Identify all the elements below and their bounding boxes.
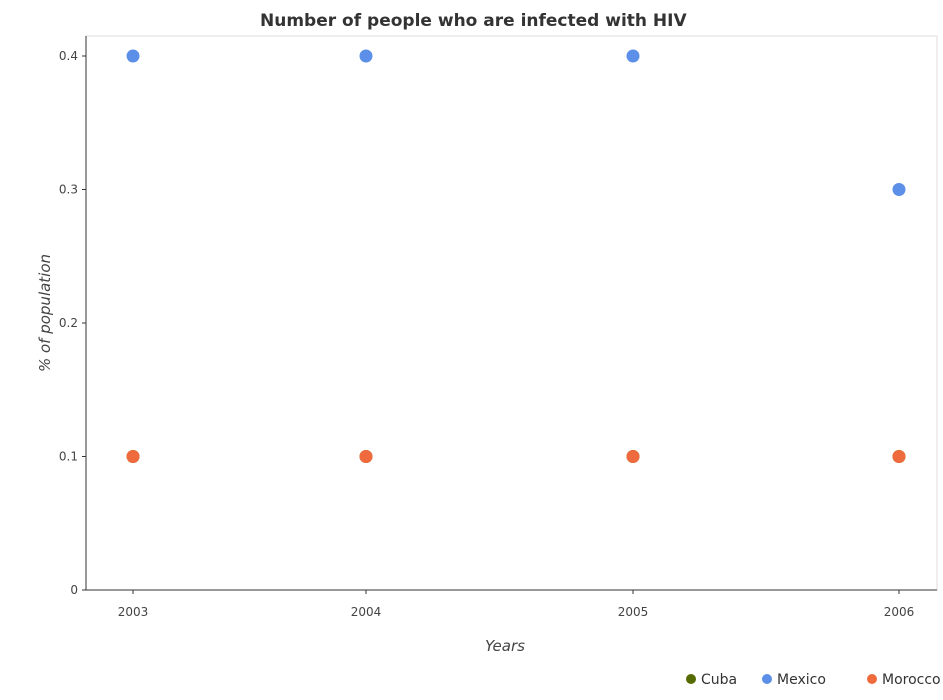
point-mexico-2005 — [627, 50, 640, 63]
legend-marker-mexico — [762, 674, 772, 684]
y-tick-label: 0.4 — [59, 49, 78, 63]
y-tick-label: 0.1 — [59, 450, 78, 464]
legend-label-mexico: Mexico — [777, 672, 826, 688]
point-morocco-2005 — [627, 450, 640, 463]
x-axis-label: Years — [485, 637, 525, 655]
x-tick-label: 2004 — [351, 605, 382, 619]
y-tick-label: 0 — [70, 583, 78, 597]
x-tick-label: 2003 — [118, 605, 149, 619]
legend-marker-cuba — [686, 674, 696, 684]
point-morocco-2003 — [127, 450, 140, 463]
legend-marker-morocco — [867, 674, 877, 684]
legend-label-morocco: Morocco — [882, 672, 941, 688]
y-axis-label: % of population — [36, 254, 54, 372]
point-morocco-2004 — [360, 450, 373, 463]
y-tick-label: 0.3 — [59, 183, 78, 197]
chart-title: Number of people who are infected with H… — [260, 11, 687, 31]
x-tick-label: 2006 — [884, 605, 915, 619]
point-mexico-2003 — [127, 50, 140, 63]
y-tick-label: 0.2 — [59, 316, 78, 330]
point-mexico-2004 — [360, 50, 373, 63]
point-mexico-2006 — [893, 183, 906, 196]
plot-area — [86, 36, 937, 590]
x-tick-label: 2005 — [618, 605, 649, 619]
point-morocco-2006 — [893, 450, 906, 463]
legend-label-cuba: Cuba — [701, 672, 737, 688]
